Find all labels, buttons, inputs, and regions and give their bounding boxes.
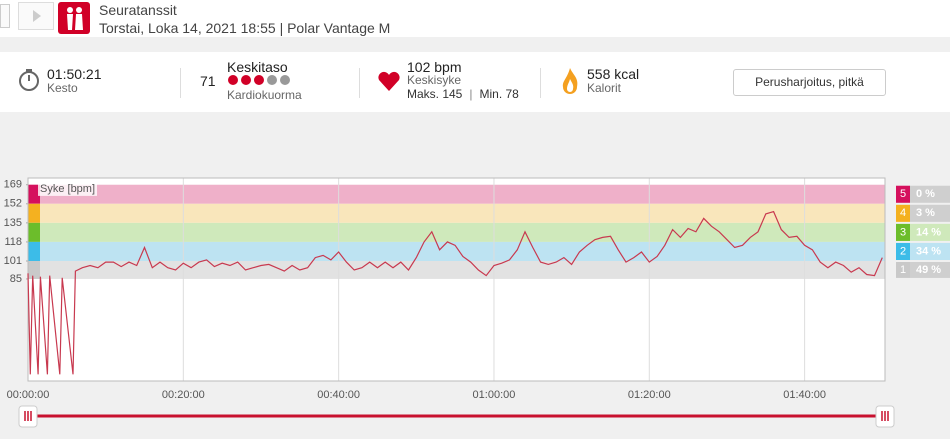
zone-band	[28, 222, 885, 242]
zone-share: 14 %	[916, 226, 941, 238]
x-tick-label: 00:20:00	[162, 389, 205, 401]
y-tick-label: 152	[4, 198, 22, 210]
x-tick-label: 01:20:00	[628, 389, 671, 401]
y-tick-label: 169	[4, 179, 22, 191]
zone-number-box	[896, 223, 910, 241]
x-tick-label: 00:00:00	[7, 389, 50, 401]
min-hr: Min. 78	[479, 87, 519, 101]
slider-grip	[24, 411, 32, 421]
heart-icon	[378, 71, 400, 91]
zone-number-box	[896, 185, 910, 203]
zone-strip	[28, 203, 40, 223]
zone-strip	[28, 241, 40, 261]
zone-number-box	[896, 242, 910, 260]
zone-number: 4	[900, 207, 906, 219]
zone-share-bar	[910, 261, 950, 278]
stopwatch-icon	[19, 69, 39, 91]
avg-hr: 102 bpm	[407, 59, 462, 75]
y-tick-label: 135	[4, 217, 22, 229]
x-tick-label: 01:40:00	[783, 389, 826, 401]
y-tick-label: 118	[4, 236, 22, 248]
zone-band	[28, 203, 885, 223]
zone-number: 5	[900, 188, 906, 200]
calories: 558 kcal	[587, 66, 640, 82]
zone-strip	[28, 184, 40, 204]
stats: 01:50:21 Kesto 71 Keskitaso Kardiokuorma…	[0, 52, 950, 112]
header: Seuratanssit Torstai, Loka 14, 2021 18:5…	[0, 0, 950, 37]
flame-icon	[562, 68, 578, 94]
cardio-level: Keskitaso	[227, 59, 288, 75]
zone-strip	[28, 260, 40, 279]
play-button[interactable]	[18, 2, 54, 30]
y-tick-label: 85	[10, 273, 22, 285]
zone-share-bar	[910, 204, 950, 222]
zone-band	[28, 184, 885, 204]
zone-number-box	[896, 204, 910, 222]
zone-strip	[28, 222, 40, 242]
separator	[180, 68, 181, 98]
zone-share: 3 %	[916, 207, 935, 219]
y-tick-label: 101	[4, 255, 22, 267]
cardio-load: 71	[200, 73, 216, 89]
play-icon	[33, 10, 41, 22]
zone-band	[28, 241, 885, 261]
zone-number-box	[896, 261, 910, 278]
y-axis-label-bg	[38, 181, 98, 196]
separator	[540, 68, 541, 98]
zone-number: 3	[900, 226, 906, 238]
zone-share: 0 %	[916, 188, 935, 200]
zone-share-bar	[910, 242, 950, 260]
x-tick-label: 01:00:00	[473, 389, 516, 401]
separator	[359, 68, 360, 98]
divider: |	[469, 87, 473, 101]
sport-profile-button[interactable]: Perusharjoitus, pitkä	[733, 69, 886, 96]
x-tick-label: 00:40:00	[317, 389, 360, 401]
cardio-label: Kardiokuorma	[227, 88, 302, 102]
subtitle: Torstai, Loka 14, 2021 18:55 | Polar Van…	[99, 20, 391, 36]
avg-hr-label: Keskisyke	[407, 73, 462, 87]
slider-grip	[881, 411, 889, 421]
sport-icon	[58, 2, 90, 34]
heart-rate-line	[27, 210, 883, 375]
max-hr: Maks. 145	[407, 87, 463, 101]
dance-icon	[67, 7, 83, 30]
zone-share-bar	[910, 185, 950, 203]
duration: 01:50:21	[47, 66, 102, 82]
zone-share-bar	[910, 223, 950, 241]
duration-label: Kesto	[47, 81, 78, 95]
calories-label: Kalorit	[587, 81, 622, 95]
zone-number: 1	[900, 264, 906, 276]
zone-number: 2	[900, 245, 906, 257]
hr-range: Maks. 145 | Min. 78	[407, 87, 519, 101]
cardio-dots	[228, 75, 290, 85]
zone-share: 49 %	[916, 264, 941, 276]
prev-button[interactable]	[0, 4, 10, 28]
zone-share: 34 %	[916, 245, 941, 257]
zone-band	[28, 260, 885, 279]
y-axis-label: Syke [bpm]	[40, 183, 95, 195]
title: Seuratanssit	[99, 2, 177, 18]
